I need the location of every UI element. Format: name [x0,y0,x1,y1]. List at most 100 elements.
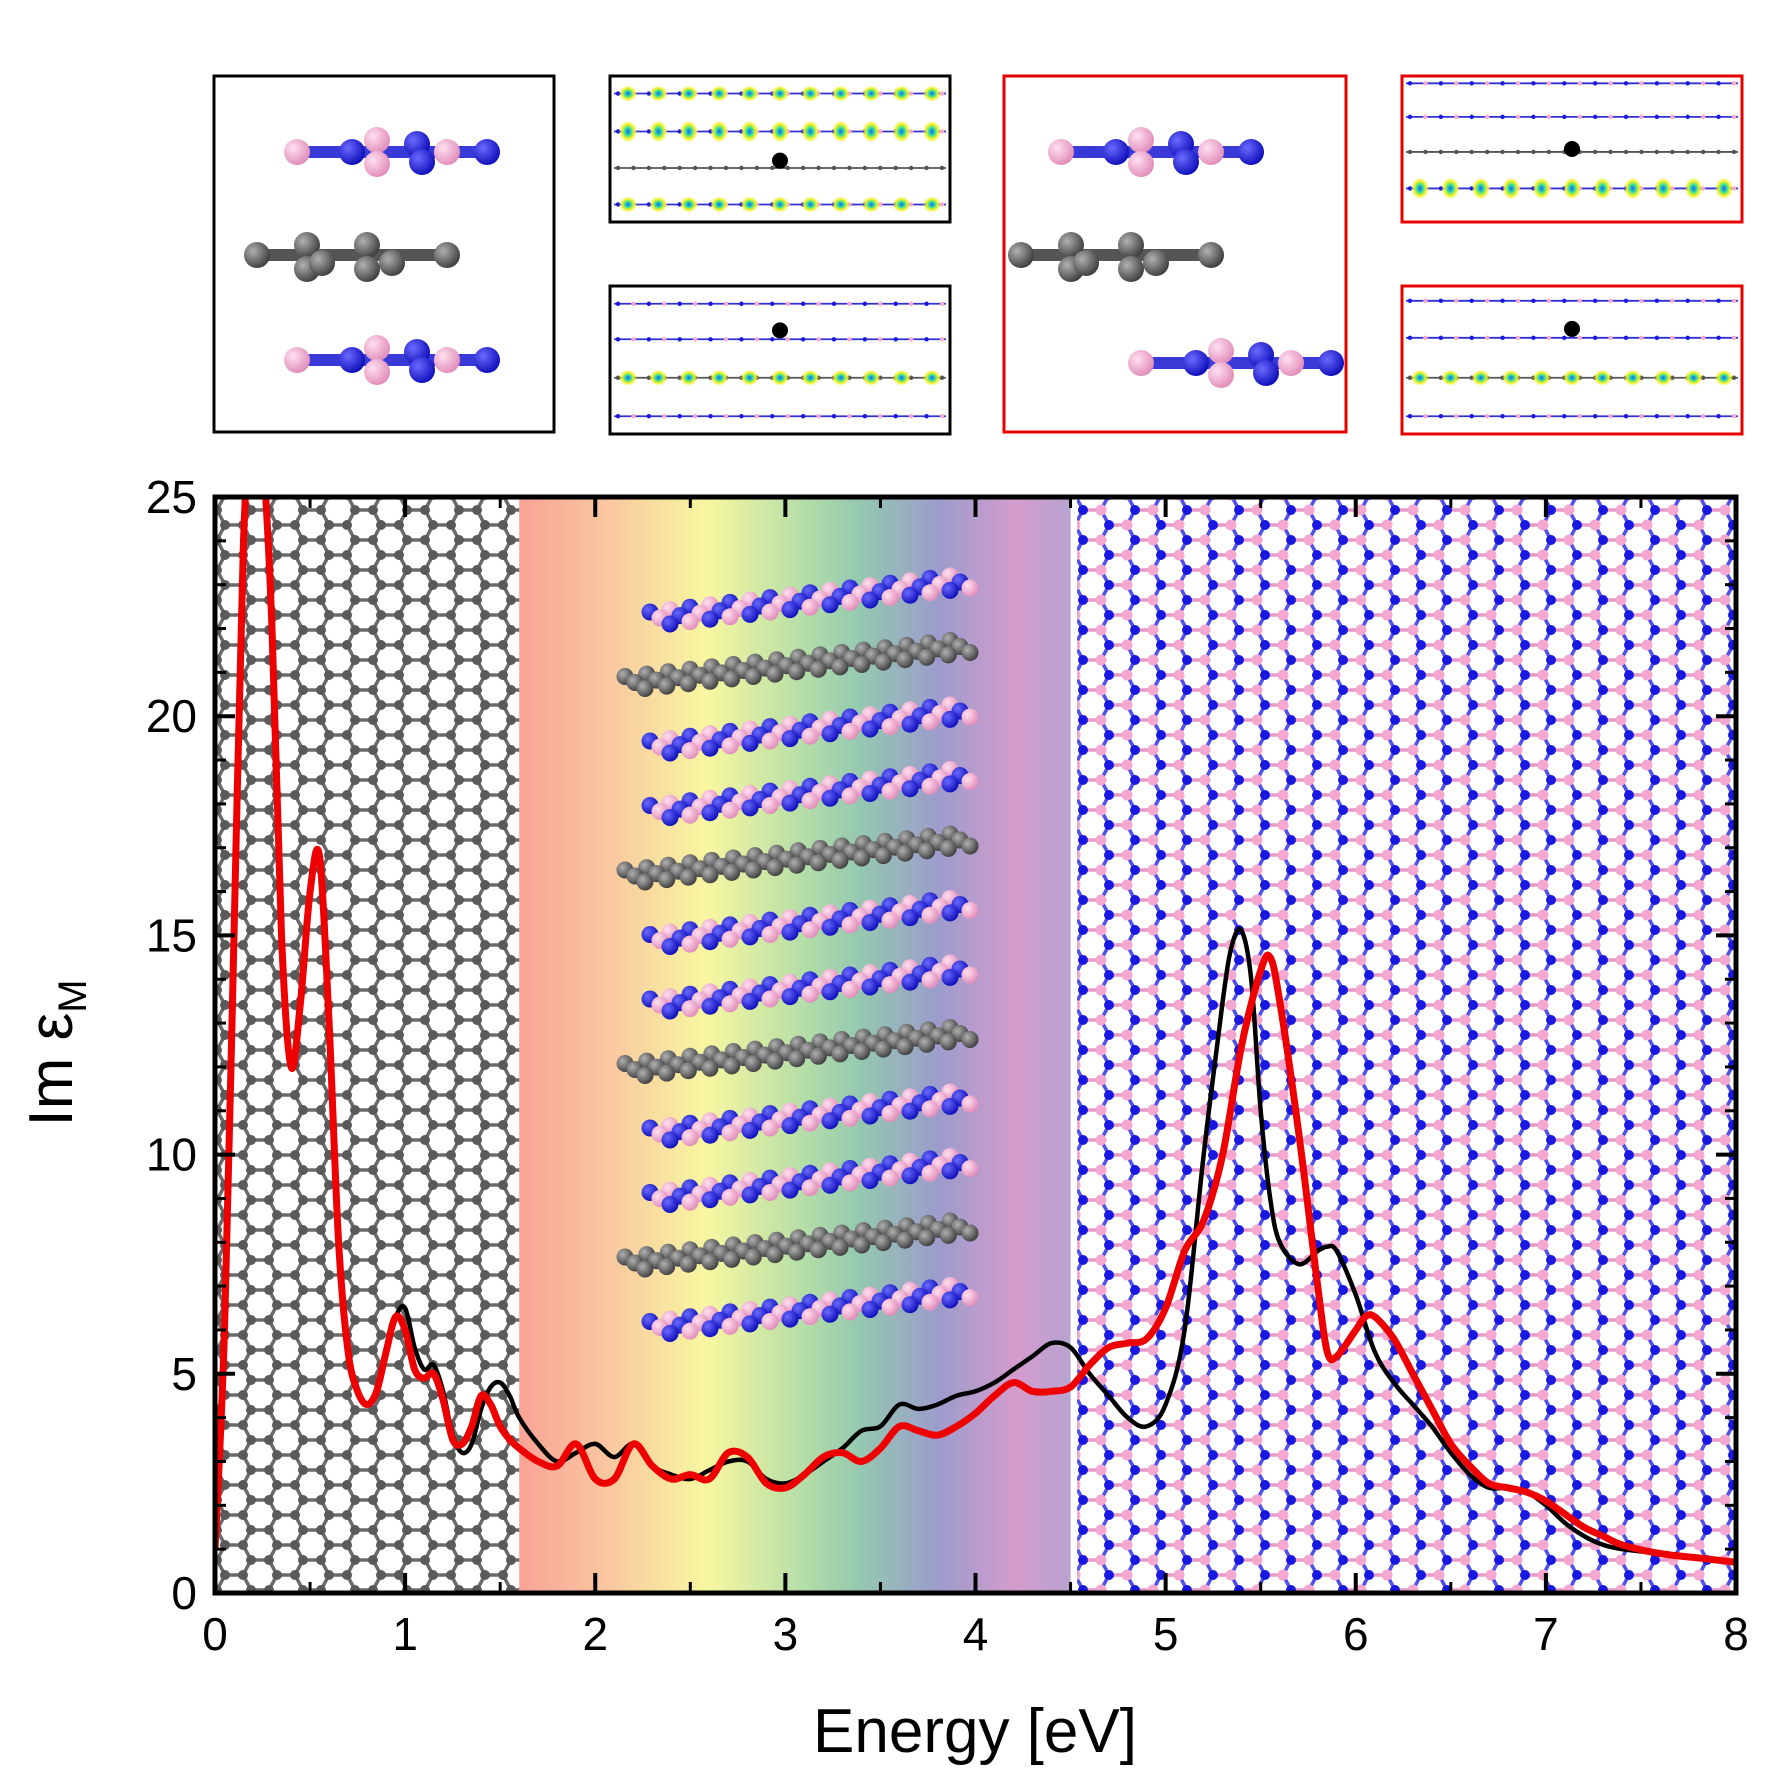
nitrogen-atom [901,1167,919,1185]
density-blob [619,120,637,143]
nitrogen-atom [741,1121,759,1139]
density-blob [1532,177,1551,200]
boron-atom [961,579,979,597]
nitrogen-atom [701,804,719,822]
nitrogen-atom [741,734,759,752]
nitrogen-atom [741,992,759,1010]
carbon-atom [701,866,719,884]
hbn-layer [641,696,979,762]
density-blob [649,196,668,213]
nitrogen-atom [661,615,679,633]
density-blob [923,196,941,213]
x-tick-label: 2 [582,1608,608,1660]
density-blob [771,120,789,143]
nitrogen-atom [861,1172,879,1189]
nitrogen-atom [1238,139,1264,165]
x-tick-label: 6 [1343,1608,1369,1660]
boron-atom [881,1298,899,1316]
nitrogen-atom [661,1325,679,1342]
nitrogen-atom [701,1191,719,1209]
hbn-molecule-top [1048,127,1264,177]
boron-atom [801,792,819,810]
density-blob [892,196,911,213]
nitrogen-atom [339,347,365,373]
exciton-hole-marker [1564,141,1580,157]
nitrogen-atom [901,780,919,798]
density-blob [923,120,941,143]
nitrogen-atom [821,918,839,936]
carbon-atom [434,242,460,268]
density-blob [1563,369,1581,386]
carbon-atom [1008,242,1034,268]
carbon-atom [658,871,676,889]
density-blob [1471,369,1490,386]
boron-atom [801,1308,819,1326]
carbon-atom [294,232,320,258]
carbon-atom [788,663,806,681]
boron-atom [1208,362,1234,388]
carbon-atom [1058,232,1084,258]
carbon-atom [744,1055,762,1072]
boron-atom [284,347,310,373]
density-blob [862,85,881,102]
boron-atom [921,777,939,795]
y-tick-label: 5 [171,1348,197,1400]
x-tick-label: 4 [963,1608,989,1660]
boron-atom [721,608,739,626]
density-blob [1411,177,1429,200]
y-axis-title: Im εM [17,979,95,1126]
density-blob [1593,369,1612,386]
boron-atom [434,139,460,165]
boron-atom [761,732,779,750]
density-blob [1502,369,1521,386]
carbon-atom [354,232,380,258]
nitrogen-atom [661,938,679,955]
nitrogen-atom [701,610,719,628]
boron-atom [721,930,739,948]
boron-atom [961,966,979,984]
nitrogen-atom [941,904,959,922]
boron-atom [284,139,310,165]
carbon-atom [1143,250,1169,276]
boron-atom [921,713,939,731]
hbn-layer [641,567,979,633]
carbon-atom [766,1246,784,1264]
hbn-lattice-background [1077,497,1736,1593]
nitrogen-atom [1183,350,1209,376]
nitrogen-atom [901,1296,919,1314]
density-blob [679,369,698,386]
boron-atom [721,1124,739,1142]
y-tick-label: 0 [171,1567,197,1619]
nitrogen-atom [1103,139,1129,165]
nitrogen-atom [1318,350,1344,376]
boron-atom [364,359,390,385]
hbn-layer [641,1277,979,1342]
density-blob [1532,369,1551,386]
boron-atom [364,127,390,153]
boron-atom [881,911,899,929]
density-blob [1593,177,1612,200]
structure-insets [212,74,1744,436]
nitrogen-atom [661,1131,679,1149]
hbn-layer [641,761,979,826]
boron-atom [681,1322,699,1340]
nitrogen-atom [861,1107,879,1125]
density-blob [771,196,789,213]
nitrogen-atom [861,720,879,738]
boron-atom [921,971,939,989]
density-blob [1502,177,1521,200]
carbon-atom [679,675,697,693]
nitrogen-atom [861,1301,879,1318]
carbon-atom [788,1243,806,1261]
boron-atom [921,1164,939,1182]
density-blob [831,369,850,386]
inset-density-lower-right [1400,284,1744,436]
nitrogen-atom [474,139,500,165]
graphene-layer [616,825,979,891]
nitrogen-atom [781,730,799,748]
nitrogen-atom [861,978,879,996]
carbon-atom [744,1248,762,1266]
density-blob [679,85,698,102]
carbon-atom [918,842,936,860]
hbn-layer [641,890,979,955]
